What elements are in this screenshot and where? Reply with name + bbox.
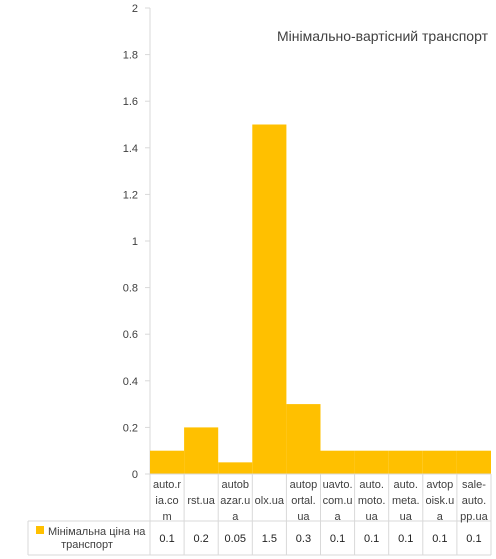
x-tick-label: avtop xyxy=(426,479,453,491)
y-tick-label: 2 xyxy=(132,3,138,15)
x-tick-label: ortal. xyxy=(291,495,315,507)
x-tick-label: olx.ua xyxy=(255,495,285,507)
data-label: 0.1 xyxy=(330,533,345,545)
bar xyxy=(422,450,457,474)
y-tick-label: 0.6 xyxy=(123,329,138,341)
x-tick-label: oisk.u xyxy=(425,495,454,507)
bar xyxy=(456,450,491,474)
legend-swatch xyxy=(36,526,44,534)
y-tick-label: 1.6 xyxy=(123,96,138,108)
x-tick-label: meta. xyxy=(392,495,420,507)
x-tick-label: m xyxy=(162,511,171,523)
legend-label: Мінімальна ціна на xyxy=(48,526,146,538)
bar xyxy=(218,462,253,474)
data-label: 1.5 xyxy=(262,533,277,545)
bar xyxy=(184,427,219,474)
x-tick-label: com.u xyxy=(323,495,353,507)
x-tick-label: sale- xyxy=(462,479,486,491)
y-tick-label: 0 xyxy=(132,469,138,481)
x-tick-label: autob xyxy=(221,479,249,491)
y-tick-label: 1.4 xyxy=(123,143,138,155)
data-label: 0.3 xyxy=(296,533,311,545)
y-tick-label: 1.8 xyxy=(123,50,138,62)
x-tick-label: a xyxy=(334,511,341,523)
x-tick-label: ua xyxy=(366,511,379,523)
bar xyxy=(150,450,185,474)
x-tick-label: ua xyxy=(400,511,413,523)
data-label: 0.1 xyxy=(398,533,413,545)
data-label: 0.1 xyxy=(432,533,447,545)
x-tick-label: ia.co xyxy=(155,495,178,507)
x-tick-label: rst.ua xyxy=(187,495,215,507)
x-tick-label: a xyxy=(232,511,239,523)
y-tick-label: 0.4 xyxy=(123,376,138,388)
data-label: 0.05 xyxy=(225,533,246,545)
bar xyxy=(320,450,355,474)
bar xyxy=(354,450,389,474)
legend-label: транспорт xyxy=(61,539,113,551)
data-label: 0.1 xyxy=(159,533,174,545)
data-label: 0.1 xyxy=(364,533,379,545)
chart-title: Мінімально-вартісний транспорт xyxy=(277,28,489,44)
data-label: 0.1 xyxy=(466,533,481,545)
data-table: auto.r ia.co m rst.ua autob azar.u a olx.ua auto… xyxy=(27,473,492,556)
y-tick-label: 1.2 xyxy=(123,189,138,201)
axes: 0 0.2 0.4 0.6 0.8 1 1.2 1.4 1.6 1.8 2 xyxy=(123,3,151,481)
x-tick-label: a xyxy=(437,511,444,523)
x-tick-label: azar.u xyxy=(220,495,250,507)
bar xyxy=(252,124,287,474)
bars xyxy=(150,124,491,474)
y-tick-label: 0.8 xyxy=(123,283,138,295)
x-tick-label: uavto. xyxy=(323,479,353,491)
data-label: 0.2 xyxy=(194,533,209,545)
x-tick-label: auto. xyxy=(394,479,418,491)
x-tick-label: autop xyxy=(290,479,318,491)
x-tick-label: auto.r xyxy=(153,479,181,491)
bar xyxy=(388,450,423,474)
x-tick-label: auto. xyxy=(359,479,383,491)
y-tick-label: 0.2 xyxy=(123,422,138,434)
x-tick-label: pp.ua xyxy=(460,511,488,523)
bar xyxy=(286,404,321,474)
x-tick-label: ua xyxy=(297,511,310,523)
x-tick-label: auto. xyxy=(462,495,486,507)
x-tick-label: moto. xyxy=(358,495,386,507)
y-tick-label: 1 xyxy=(132,236,138,248)
